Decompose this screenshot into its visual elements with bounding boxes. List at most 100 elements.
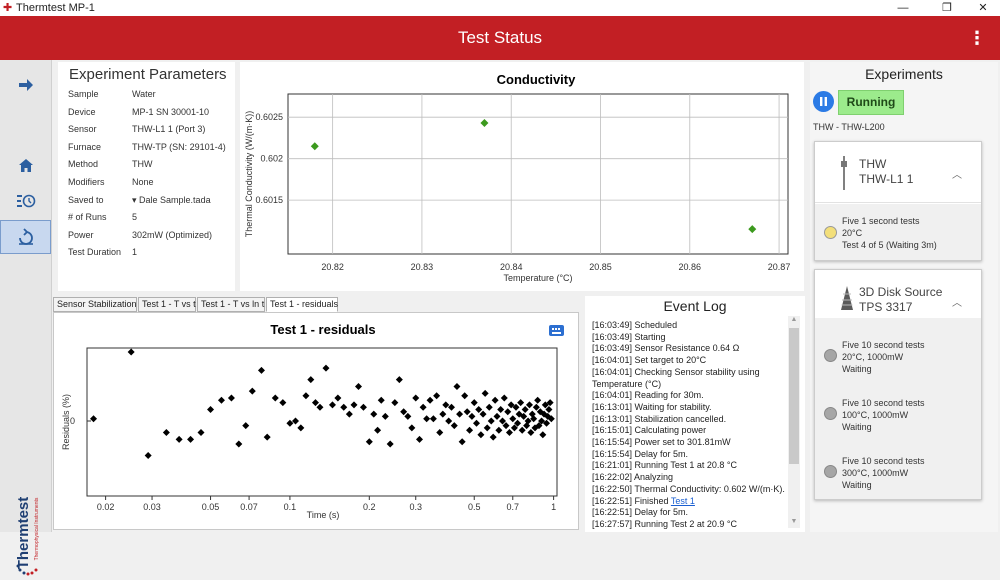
param-value: 5 (132, 212, 138, 223)
card-sensor-type: 3D Disk Source (859, 285, 943, 299)
residual-point (483, 424, 491, 432)
residuals-chart: Test 1 - residuals 0.02 0.03 0.05 0.07 0.1 0.… (61, 322, 564, 520)
tab-0[interactable]: Sensor Stabilization (53, 297, 137, 312)
pause-icon (820, 97, 827, 106)
x-tick-label: 0.7 (507, 502, 520, 512)
residual-point (415, 435, 423, 443)
tab-2[interactable]: Test 1 - T vs ln t (197, 297, 265, 312)
residual-point (257, 366, 265, 374)
pause-button[interactable] (813, 91, 834, 112)
residual-point (532, 403, 540, 411)
more-menu-icon[interactable]: ⋮ (968, 28, 986, 48)
dropdown-arrow-icon[interactable]: ▾ (132, 194, 140, 205)
param-value[interactable]: ▾ Dale Sample.tada (132, 195, 211, 206)
test-status-indicator (824, 465, 837, 478)
log-line-text: [16:22:51] Delay for 5m. (592, 507, 689, 518)
residual-point (426, 396, 434, 404)
residual-point (345, 410, 353, 418)
log-line: [16:04:01] Set target to 20°C (592, 355, 706, 365)
param-value: THW-TP (SN: 29101-4) (132, 141, 226, 152)
test-conditions: 100°C, 1000mW (842, 410, 909, 420)
history-button[interactable] (0, 184, 51, 218)
residual-point (423, 415, 431, 423)
residual-point (456, 410, 464, 418)
event-log-panel (585, 296, 805, 532)
param-value: Water (132, 89, 156, 99)
residual-point (514, 419, 522, 427)
log-line-text: [16:04:01] Checking Sensor stability usi… (592, 366, 760, 377)
residual-point (458, 438, 466, 446)
log-line-text: [16:15:54] Delay for 5m. (592, 448, 689, 459)
experiment-card-3d-disk-source[interactable]: 3D Disk Source TPS 3317 ︿ Five 10 second… (814, 269, 982, 500)
x-tick-label: 0.07 (240, 502, 258, 512)
conductivity-point (480, 119, 489, 128)
conductivity-x-label: Temperature (°C) (503, 273, 572, 283)
restore-button[interactable]: ❐ (942, 2, 952, 14)
home-icon (18, 158, 33, 172)
tab-3[interactable]: Test 1 - residuals (266, 297, 338, 312)
residual-point (248, 387, 256, 395)
log-line-text: [16:03:49] Scheduled (592, 320, 678, 330)
experiment-card-thw[interactable]: THW THW-L1 1 ︿ Five 1 second tests 20°C … (814, 141, 982, 261)
residual-point (502, 422, 510, 430)
keyboard-icon[interactable] (549, 325, 564, 336)
residual-point (475, 406, 483, 413)
home-button[interactable] (0, 148, 51, 182)
x-tick-label: 0.3 (409, 502, 422, 512)
test-progress: Test 4 of 5 (Waiting 3m) (842, 240, 937, 250)
residual-point (391, 399, 399, 407)
collapse-chevron-icon[interactable]: ︿ (952, 298, 962, 309)
event-log-scrollbar[interactable]: ▲ ▼ (788, 316, 800, 528)
log-line: [16:22:51] Finished Test 1 (592, 496, 695, 506)
tab-1[interactable]: Test 1 - T vs t (138, 297, 196, 312)
saved-to-value: Dale Sample.tada (139, 194, 211, 205)
log-line-text: [16:13:01] Stabilization cancelled. (592, 413, 727, 424)
residual-point (534, 396, 542, 404)
y-tick-label: 0.602 (260, 154, 283, 164)
history-icon (16, 194, 35, 208)
residuals-y-zero-label: 0 (70, 416, 75, 426)
running-status-badge[interactable]: Running (838, 90, 904, 115)
residual-point (355, 383, 363, 390)
param-label: # of Runs (68, 212, 107, 223)
residual-point (525, 401, 533, 409)
param-value: 302mW (Optimized) (132, 229, 213, 240)
residual-point (242, 422, 250, 430)
param-value: 1 (132, 247, 138, 258)
residuals-plot-area (86, 347, 558, 497)
scroll-down-icon[interactable]: ▼ (790, 518, 798, 525)
residual-point (495, 426, 503, 434)
residual-point (328, 401, 336, 409)
residual-point (404, 412, 412, 420)
x-tick-label: 20.86 (679, 262, 702, 272)
log-line-text: [16:22:02] Analyzing (592, 472, 674, 483)
residual-point (302, 392, 310, 400)
residuals-y-label: Residuals (%) (61, 394, 71, 450)
residual-point (509, 415, 517, 423)
residuals-chart-title: Test 1 - residuals (270, 322, 375, 337)
residual-point (485, 403, 493, 411)
close-button[interactable]: ✕ (978, 2, 988, 14)
x-tick-label: 0.5 (468, 502, 481, 512)
residual-point (286, 419, 294, 427)
test-1-link[interactable]: Test 1 (670, 495, 695, 506)
test-status-button[interactable] (0, 220, 51, 254)
log-line: [16:22:51] Delay for 5m. (592, 507, 688, 517)
residual-point (217, 396, 225, 404)
residual-point (90, 415, 98, 423)
residual-point (307, 376, 315, 384)
residual-point (477, 431, 485, 439)
app-logo-icon: ✚ (3, 2, 13, 14)
collapse-chevron-icon[interactable]: ︿ (952, 170, 962, 181)
log-line-text: [16:21:01] Running Test 1 at 20.8 °C (592, 460, 738, 471)
forward-arrow-button[interactable] (0, 68, 51, 102)
log-line-text: [16:22:50] Thermal Conductivity: 0.602 W… (592, 483, 785, 494)
minimize-button[interactable]: — (897, 2, 909, 14)
scroll-up-icon[interactable]: ▲ (790, 316, 798, 323)
residual-point (468, 412, 476, 420)
residual-point (439, 410, 447, 418)
event-log-scroll-thumb[interactable] (789, 328, 799, 464)
x-tick-label: 20.87 (768, 262, 791, 272)
log-line: [16:22:50] Thermal Conductivity: 0.602 W… (592, 484, 785, 494)
residual-point (481, 389, 489, 397)
